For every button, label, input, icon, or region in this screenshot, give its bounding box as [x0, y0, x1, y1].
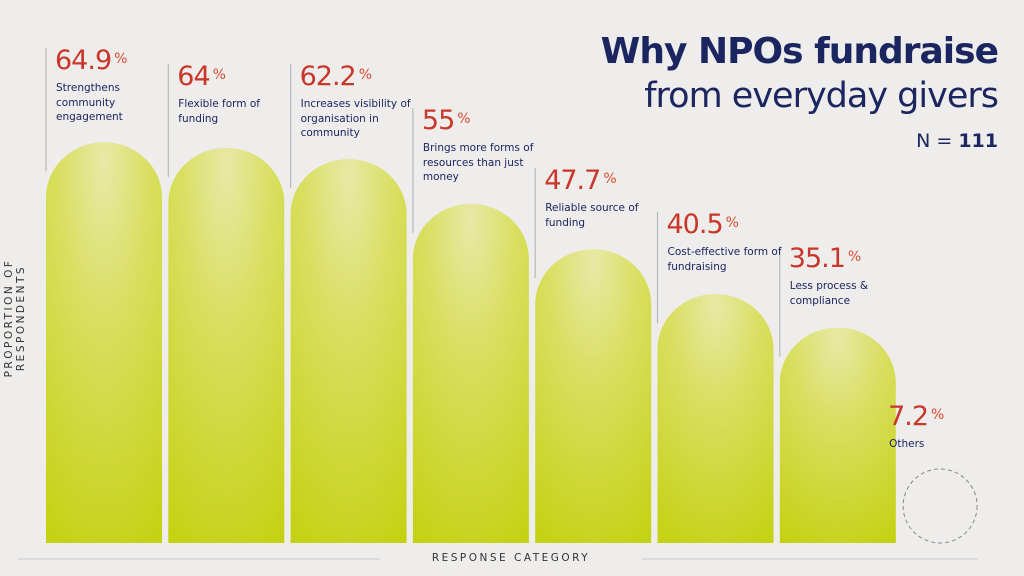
category-label: Others: [889, 438, 925, 450]
bar: [412, 203, 529, 543]
value-number: 64: [177, 61, 210, 92]
value-label: 7.2%: [888, 401, 944, 432]
chart-title: Why NPOs fundraise from everyday givers …: [600, 30, 999, 152]
value-number: 35.1: [788, 243, 846, 274]
category-label: Cost-effective form of fundraising: [667, 246, 782, 273]
n-value: 111: [958, 130, 998, 152]
category-label: Increases visibility of organisation in …: [300, 98, 411, 139]
x-axis-label: RESPONSE CATEGORY: [380, 552, 642, 564]
value-number: 64.9: [55, 45, 112, 76]
value-label: 40.5%: [666, 209, 739, 240]
percent-sign: %: [114, 51, 127, 67]
category-label: Reliable source of funding: [545, 202, 639, 229]
category-label: Brings more forms of resources than just…: [422, 142, 534, 183]
value-label: 47.7%: [544, 165, 616, 196]
value-label: 64%: [177, 61, 226, 92]
others-marker: [902, 468, 978, 544]
value-number: 62.2: [299, 61, 357, 92]
value-label: 35.1%: [788, 243, 861, 274]
title-line-1: Why NPOs fundraise: [600, 31, 999, 72]
value-number: 55: [421, 105, 455, 136]
percent-sign: %: [725, 215, 739, 231]
value-label: 62.2%: [299, 61, 372, 92]
value-label: 55%: [421, 105, 471, 136]
category-label: Strengthens community engagement: [56, 82, 123, 123]
title-line-2: from everyday givers: [644, 76, 999, 116]
sample-size: N = 111: [601, 130, 998, 152]
value-number: 47.7: [544, 165, 601, 196]
n-label: N =: [916, 130, 953, 152]
bar: [46, 142, 162, 543]
bar: [168, 147, 285, 543]
percent-sign: %: [212, 67, 226, 83]
percent-sign: %: [457, 111, 470, 127]
bar: [535, 249, 652, 544]
y-axis-label: PROPORTION OF RESPONDENTS: [3, 258, 27, 378]
value-number: 40.5: [666, 209, 724, 240]
percent-sign: %: [603, 171, 616, 187]
bar: [657, 293, 774, 543]
percent-sign: %: [847, 249, 861, 265]
percent-sign: %: [358, 67, 372, 83]
bar: [779, 327, 896, 543]
value-number: 7.2: [888, 401, 929, 432]
category-label: Flexible form of funding: [178, 98, 260, 125]
value-label: 64.9%: [55, 45, 127, 76]
category-label: Less process & compliance: [789, 280, 869, 307]
percent-sign: %: [931, 407, 944, 423]
bar: [290, 159, 407, 544]
